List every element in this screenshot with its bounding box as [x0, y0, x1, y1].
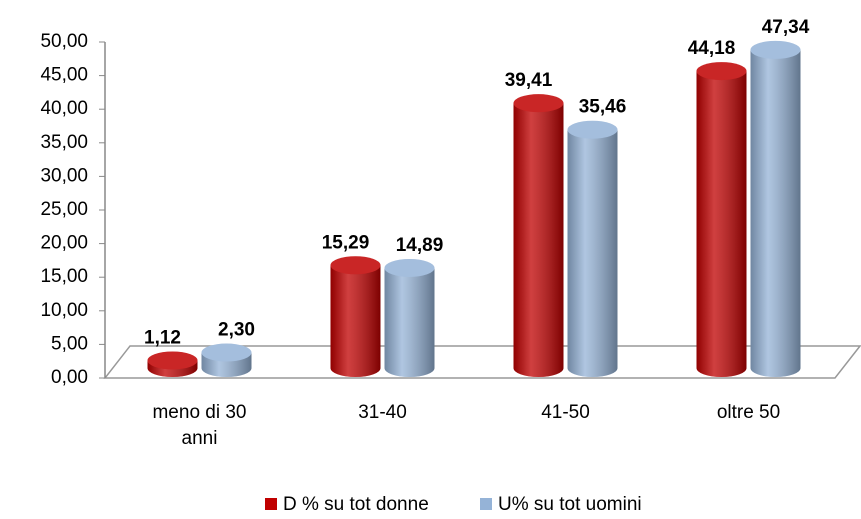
bar-top [750, 40, 801, 59]
y-tick-label: 5,00 [51, 333, 88, 354]
bar [201, 343, 252, 377]
x-tick-label: meno di 30 anni [152, 402, 247, 449]
bar-top-light [201, 343, 252, 362]
bar [147, 351, 198, 377]
bar-top [201, 343, 252, 362]
legend-swatch [265, 498, 277, 510]
y-tick-label: 40,00 [40, 98, 88, 119]
value-label: 14,89 [396, 235, 444, 256]
y-tick-label: 50,00 [40, 31, 88, 52]
bar-top [696, 62, 747, 81]
bar-top [513, 94, 564, 113]
bar-top-light [750, 40, 801, 59]
x-tick-label: 41-50 [541, 402, 590, 423]
bar-body-shade [384, 267, 435, 368]
bar-top [147, 351, 198, 370]
y-tick-label: 20,00 [40, 233, 88, 254]
bar-body-shade [330, 265, 381, 368]
bar [696, 62, 747, 377]
y-tick-label: 10,00 [40, 300, 88, 321]
y-tick-label: 45,00 [40, 65, 88, 86]
floor [103, 345, 861, 379]
bar-top-light [384, 258, 435, 277]
x-tick-label: oltre 50 [716, 402, 781, 423]
legend-label: U% su tot uomini [498, 494, 642, 515]
bar [384, 258, 435, 377]
y-tick-label: 0,00 [51, 367, 88, 388]
bar-body-shade [750, 49, 801, 369]
value-label: 47,34 [762, 17, 810, 38]
bar-top [567, 120, 618, 139]
bar-top-light [513, 94, 564, 113]
bar [750, 40, 801, 377]
value-label: 15,29 [322, 232, 370, 253]
bar-body-shade [513, 103, 564, 369]
legend-swatch [480, 498, 492, 510]
bar-body-shade [696, 71, 747, 368]
bar-top-light [330, 256, 381, 275]
value-label: 44,18 [688, 38, 736, 59]
bar-top [384, 258, 435, 277]
y-tick-label: 30,00 [40, 165, 88, 186]
y-tick-label: 35,00 [40, 132, 88, 153]
bar-body-shade [567, 129, 618, 368]
bar [513, 94, 564, 377]
bar-top-light [696, 62, 747, 81]
bar [330, 256, 381, 377]
legend-label: D % su tot donne [283, 494, 429, 515]
y-tick-label: 15,00 [40, 266, 88, 287]
bar-top [330, 256, 381, 275]
y-tick-label: 25,00 [40, 199, 88, 220]
value-label: 2,30 [218, 320, 255, 341]
value-label: 1,12 [144, 327, 181, 348]
bar-top-light [147, 351, 198, 370]
x-tick-label: 31-40 [358, 402, 407, 423]
value-label: 35,46 [579, 97, 627, 118]
bar-top-light [567, 120, 618, 139]
value-label: 39,41 [505, 70, 553, 91]
bar [567, 120, 618, 377]
